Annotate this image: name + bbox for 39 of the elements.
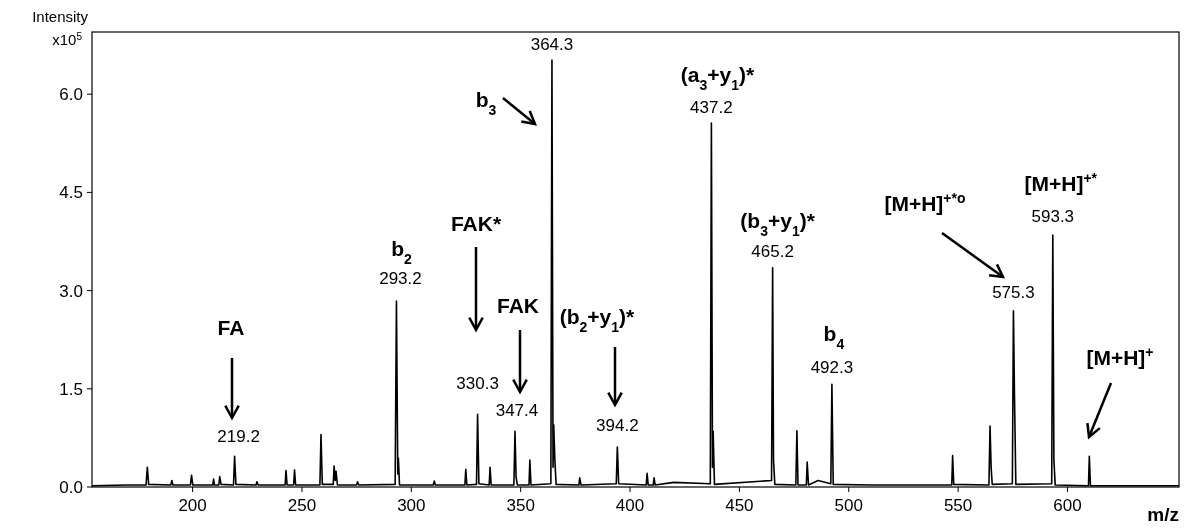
annotation: 219.2 [217,427,260,447]
x-tick-label: 400 [615,496,645,515]
x-tick-label: 300 [397,496,426,515]
annotation: FAK* [450,212,502,236]
annotation: b$_{2}$ [391,237,412,268]
annotation: FA [217,316,245,340]
x-tick-label: 350 [506,496,535,515]
x-tick-label: 200 [178,496,207,515]
x-tick-label: 250 [287,496,317,515]
x-tick-label: 500 [834,496,863,515]
y-tick-label: 3.0 [59,281,83,301]
annotation: b$_{3}$ [475,88,497,119]
annotation: (a$_{3}$+y$_{1}$)* [680,63,755,94]
annotation: [M+H]$^{+*o}$ [884,190,966,216]
annotation: (b$_{2}$+y$_{1}$)* [559,305,636,336]
y-axis-title: Intensity x10$^{5}$ [32,8,89,48]
annotation: [M+H]$^{+}$ [1086,344,1154,370]
x-axis-title: m/z [1147,504,1179,525]
annotation: [M+H]$^{+*}$ [1024,170,1098,196]
annotation: 293.2 [379,269,422,289]
x-tick-label: 600 [1053,496,1082,515]
x-tick-label: 550 [943,496,973,515]
annotation: 593.3 [1031,206,1075,226]
x-tick-label: 450 [725,496,754,515]
annotation: 575.3 [992,282,1035,302]
annotation: FAK [497,294,539,318]
annotation: 364.3 [530,35,574,55]
y-tick-label: 6.0 [59,85,83,105]
y-tick-label: 0.0 [59,477,83,497]
annotation: 465.2 [751,241,794,261]
y-tick-label: 1.5 [59,379,83,399]
annotation: 394.2 [596,416,639,436]
annotation: b$_{4}$ [823,321,845,352]
annotation: 437.2 [690,98,733,117]
y-tick-label: 4.5 [59,183,83,203]
annotation: 330.3 [456,374,499,394]
annotation: 492.3 [810,358,854,378]
annotation: 347.4 [495,401,539,421]
annotation: (b$_{3}$+y$_{1}$)* [740,209,816,240]
